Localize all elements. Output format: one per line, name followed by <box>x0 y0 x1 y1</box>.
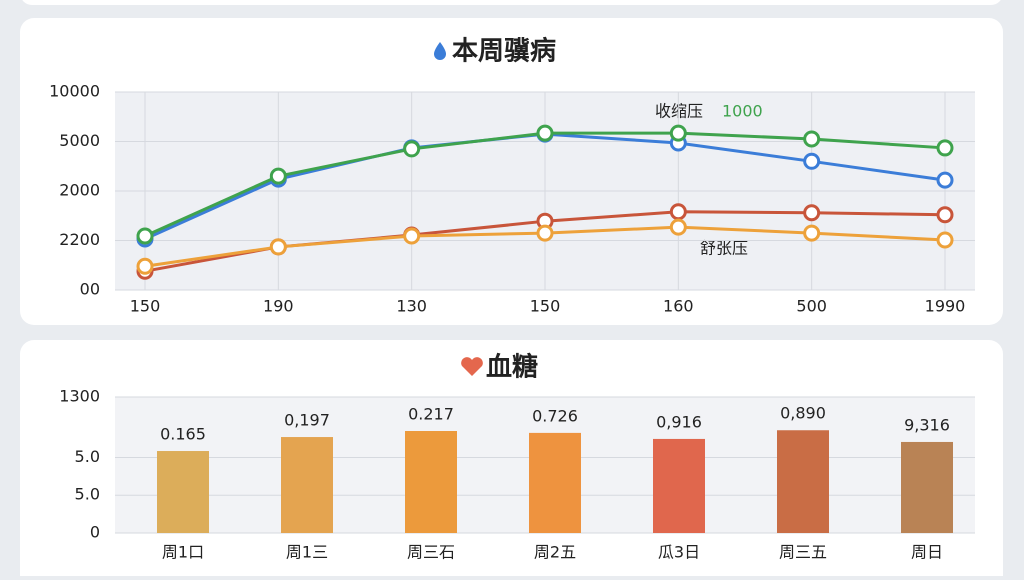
value-label: 9,316 <box>904 415 950 434</box>
point <box>803 130 821 148</box>
x-tick-label: 190 <box>263 297 294 316</box>
value-label: 0.217 <box>408 405 454 424</box>
value-label: 0,197 <box>284 411 330 430</box>
annotation: 1000 <box>722 102 763 121</box>
y-tick-label: 2000 <box>59 181 100 200</box>
point <box>803 204 821 222</box>
x-tick-label: 周1三 <box>286 543 328 562</box>
point <box>669 203 687 221</box>
y-tick-label: 5.0 <box>75 485 100 504</box>
chart-title: 血糖 <box>486 352 538 383</box>
point <box>803 152 821 170</box>
point <box>136 227 154 245</box>
point <box>269 167 287 185</box>
x-tick-label: 160 <box>663 297 694 316</box>
x-tick-label: 130 <box>396 297 427 316</box>
x-tick-label: 500 <box>796 297 827 316</box>
y-tick-label: 0 <box>90 523 100 542</box>
bar <box>405 431 457 533</box>
drop-icon <box>434 42 446 60</box>
x-tick-label: 150 <box>530 297 561 316</box>
annotation: 舒张压 <box>700 239 748 258</box>
y-tick-label: 1300 <box>59 387 100 406</box>
bar <box>529 432 581 533</box>
x-tick-label: 周2五 <box>534 543 576 562</box>
x-tick-label: 周三石 <box>407 543 455 562</box>
top-card <box>22 0 1001 5</box>
value-label: 0,890 <box>780 404 826 423</box>
bar <box>653 438 705 533</box>
x-tick-label: 瓜3日 <box>658 543 700 562</box>
bar <box>157 451 209 533</box>
value-label: 0.726 <box>532 406 578 425</box>
bar <box>777 430 829 533</box>
x-tick-label: 周日 <box>911 543 943 562</box>
point <box>669 124 687 142</box>
point <box>803 224 821 242</box>
x-tick-label: 150 <box>130 297 161 316</box>
value-label: 0.165 <box>160 425 206 444</box>
y-tick-label: 2200 <box>59 230 100 249</box>
bar <box>281 437 333 533</box>
chart-title: 本周骥病 <box>452 37 556 67</box>
x-tick-label: 周1口 <box>162 543 204 562</box>
x-tick-label: 1990 <box>925 297 966 316</box>
y-tick-label: 5000 <box>59 131 100 150</box>
y-tick-label: 10000 <box>49 82 100 101</box>
point <box>936 231 954 249</box>
y-tick-label: 5.0 <box>75 447 100 466</box>
point <box>403 227 421 245</box>
point <box>936 206 954 224</box>
point <box>936 171 954 189</box>
bar <box>901 441 953 533</box>
point <box>536 224 554 242</box>
value-label: 0,916 <box>656 412 702 431</box>
point <box>669 218 687 236</box>
point <box>269 238 287 256</box>
y-tick-label: 00 <box>80 280 100 299</box>
x-tick-label: 周三五 <box>779 543 827 562</box>
heart-icon <box>461 357 483 376</box>
point <box>536 124 554 142</box>
point <box>136 257 154 275</box>
annotation: 收缩压 <box>655 102 703 121</box>
point <box>936 139 954 157</box>
point <box>403 140 421 158</box>
